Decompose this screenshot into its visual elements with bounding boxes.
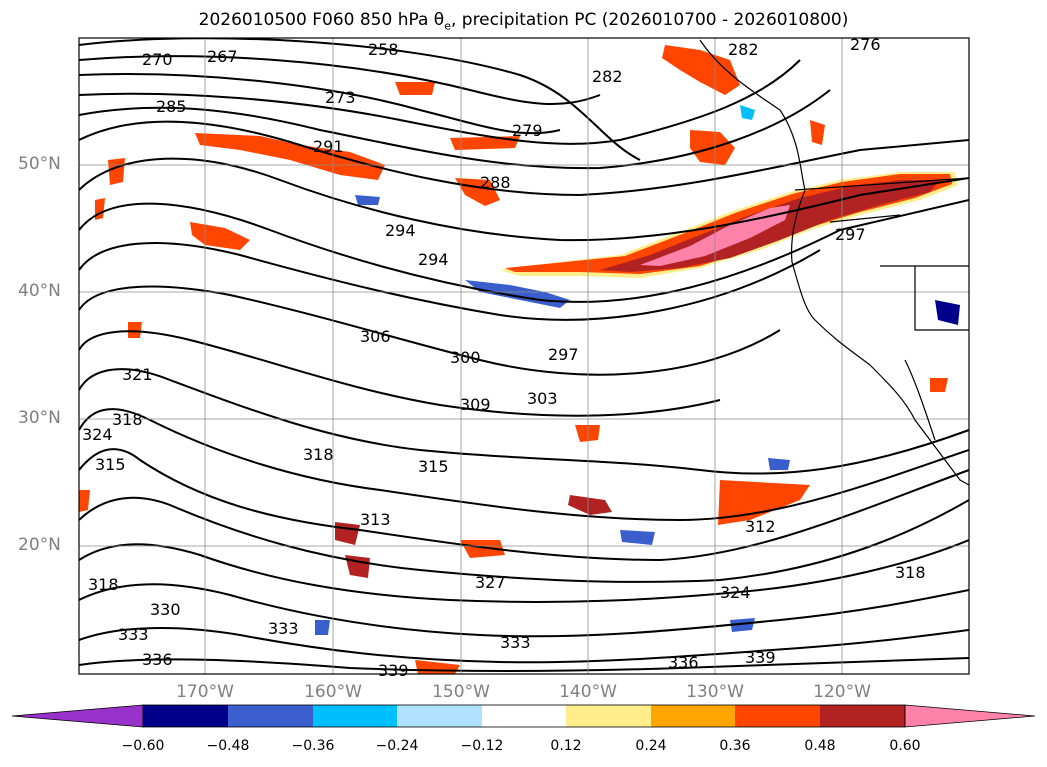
colorbar-tick-label: 0.48 — [804, 738, 836, 754]
contour-label: 315 — [95, 455, 126, 474]
lon-label: 150°W — [432, 682, 490, 702]
contour-label: 333 — [500, 633, 531, 652]
colorbar-tick-label: −0.36 — [291, 738, 335, 754]
contour-label: 270 — [142, 50, 173, 69]
contour-label: 336 — [668, 653, 699, 672]
contour-label: 324 — [82, 425, 113, 444]
colorbar-tick-label: 0.24 — [635, 738, 667, 754]
contour-label: 309 — [460, 395, 491, 414]
lon-label: 140°W — [559, 682, 617, 702]
colorbar-segment — [735, 705, 820, 727]
contour-label: 282 — [592, 67, 623, 86]
contour-label: 276 — [850, 35, 881, 54]
contour-label: 279 — [512, 121, 543, 140]
contour-label: 294 — [418, 250, 449, 269]
lat-label: 30°N — [18, 408, 61, 428]
lon-label: 120°W — [813, 682, 871, 702]
contour-label: 291 — [313, 137, 344, 156]
colorbar-segment — [313, 705, 397, 727]
lat-label: 40°N — [18, 281, 61, 301]
lon-label: 160°W — [304, 682, 362, 702]
contour-label: 339 — [745, 648, 776, 667]
colorbar-tick-label: 0.36 — [719, 738, 751, 754]
colorbar-tick-label: 0.60 — [889, 738, 921, 754]
colorbar — [11, 704, 1036, 728]
contour-label: 318 — [895, 563, 926, 582]
contour-label: 313 — [360, 510, 391, 529]
colorbar-extend-left — [11, 704, 144, 728]
contour-label: 297 — [548, 345, 579, 364]
graticule — [79, 38, 969, 674]
lon-label: 130°W — [686, 682, 744, 702]
contour-label: 294 — [385, 221, 416, 240]
lat-label: 20°N — [18, 535, 61, 555]
colorbar-tick-label: −0.60 — [121, 738, 165, 754]
plot-frame — [78, 37, 970, 675]
contour-label: 306 — [360, 327, 391, 346]
contour-label: 285 — [156, 97, 187, 116]
contour-label: 303 — [527, 389, 558, 408]
colorbar-tick-label: 0.12 — [550, 738, 582, 754]
colorbar-segment — [651, 705, 735, 727]
colorbar-tick-label: −0.24 — [375, 738, 419, 754]
precip-patch-gulf — [662, 45, 740, 95]
precip-patch-north-pacific — [195, 133, 385, 180]
contour-label: 333 — [268, 619, 299, 638]
theta-e-contours — [79, 38, 969, 672]
contour-label: 333 — [118, 625, 149, 644]
contour-label: 258 — [368, 40, 399, 59]
contour-label: 315 — [418, 457, 449, 476]
contour-label: 300 — [450, 348, 481, 367]
colorbar-segment — [566, 705, 651, 727]
colorbar-tick-label: −0.48 — [206, 738, 250, 754]
colorbar-segment — [482, 705, 566, 727]
colorbar-segment — [228, 705, 313, 727]
contour-label: 288 — [480, 173, 511, 192]
colorbar-segment — [397, 705, 482, 727]
contour-label: 312 — [745, 517, 776, 536]
colorbar-segment — [820, 705, 905, 727]
contour-label: 336 — [142, 650, 173, 669]
contour-label: 273 — [325, 88, 356, 107]
contour-label: 321 — [122, 365, 153, 384]
coastline — [699, 39, 969, 486]
contour-label: 297 — [835, 225, 866, 244]
contour-label: 318 — [112, 410, 143, 429]
contour-label: 267 — [207, 47, 238, 66]
colorbar-tick-label: −0.12 — [460, 738, 504, 754]
lat-label: 50°N — [18, 154, 61, 174]
lon-label: 170°W — [176, 682, 234, 702]
contour-label: 318 — [303, 445, 334, 464]
contour-labels: 270 267 273 282 282 276 279 285 291 288 … — [82, 35, 926, 680]
contour-label: 330 — [150, 600, 181, 619]
contour-label: 318 — [88, 575, 119, 594]
contour-label: 324 — [720, 583, 751, 602]
contour-label: 327 — [475, 573, 506, 592]
colorbar-segment — [143, 705, 228, 727]
contour-label: 282 — [728, 40, 759, 59]
contour-label: 339 — [378, 661, 409, 680]
map-title: 2026010500 F060 850 hPa θe, precipitatio… — [198, 10, 849, 33]
colorbar-extend-right — [904, 704, 1036, 728]
